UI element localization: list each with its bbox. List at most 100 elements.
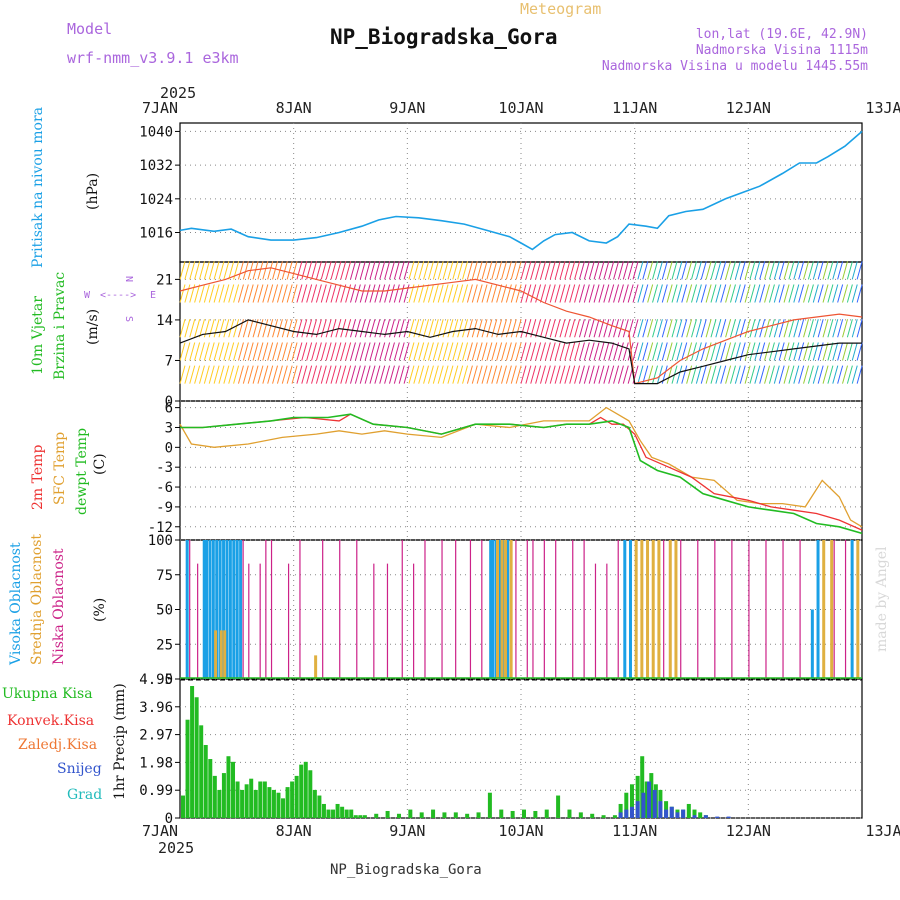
mid-cloud-title: Srednja Oblacnost [29, 534, 45, 665]
wind-barb [423, 261, 430, 280]
precip-bar [308, 770, 313, 818]
precip-bar [290, 781, 295, 818]
wind-barb [793, 284, 800, 303]
y-tick-label: 0 [165, 672, 173, 688]
precip-bar [658, 801, 663, 818]
wind-barb [588, 342, 595, 361]
wind-barb [208, 261, 215, 280]
wind-barb [627, 284, 634, 303]
precip-bar [681, 809, 686, 818]
wind-barb [179, 319, 186, 338]
cloud-bar [651, 540, 655, 679]
wind-barb [496, 284, 503, 303]
wind-barb [856, 342, 863, 361]
wind-barb [788, 284, 795, 303]
precip-bar [221, 773, 226, 818]
wind-barb [695, 319, 702, 338]
wind-barb [710, 261, 717, 280]
wind-title-2: Brzina i Pravac [52, 272, 68, 380]
cloud-bar [223, 630, 227, 679]
wind-barb [764, 365, 771, 384]
wind-barb [281, 319, 288, 338]
wind-barb [306, 284, 313, 303]
wind-barb [554, 365, 561, 384]
wind-barb [574, 342, 581, 361]
wind-barb [203, 261, 210, 280]
legend-grad: Grad [67, 787, 102, 803]
wind-barb [637, 365, 644, 384]
wind-barb [350, 284, 356, 303]
cloud-bar [731, 540, 733, 679]
wind-barb [540, 284, 546, 303]
wind-barb [647, 284, 654, 303]
cloud-bar [506, 540, 510, 679]
wind-barb [803, 284, 810, 303]
wind-barb [213, 284, 220, 303]
wind-barb [423, 284, 430, 303]
wind-barb [242, 365, 249, 384]
wind-barb [656, 365, 663, 384]
wind-barb [447, 365, 454, 384]
wind-barb [510, 319, 517, 338]
wind-barb [442, 284, 449, 303]
wind-barb [613, 319, 620, 338]
wind-barb [418, 284, 425, 303]
wind-barb [817, 319, 824, 338]
wind-barb [311, 261, 318, 280]
wind-barb [715, 319, 722, 338]
wind-barb [184, 261, 191, 280]
precip-bar [715, 816, 720, 818]
wind-barb [311, 284, 318, 303]
wind-barb [700, 261, 707, 280]
wind-barb [803, 342, 810, 361]
wind-barb [233, 261, 240, 280]
wind-barb [413, 319, 420, 338]
wind-barb [705, 261, 712, 280]
wind-barb [340, 365, 347, 384]
wind-barb [676, 365, 683, 384]
precip-bar [556, 795, 561, 818]
wind-barb [452, 342, 459, 361]
wind-barb [325, 342, 332, 361]
wind-barb [700, 319, 707, 338]
wind-barb [471, 261, 478, 280]
wind-barb [242, 319, 249, 338]
wind-barb [496, 261, 503, 280]
wind-barb [783, 284, 790, 303]
wind-barb [647, 365, 654, 384]
wind-barb [462, 319, 469, 338]
wind-barb [262, 319, 269, 338]
wind-barb [559, 319, 566, 338]
wind-barb [379, 284, 386, 303]
wind-barb [608, 342, 615, 361]
wind-barb [281, 342, 288, 361]
wind-barb [364, 319, 371, 338]
precip-bar [240, 789, 245, 818]
x-tick-bottom: 7JAN [142, 822, 178, 840]
cloud-bar [259, 563, 261, 679]
wind-barb [320, 342, 327, 361]
wind-barb [462, 261, 469, 280]
wind-barb [408, 319, 415, 338]
wind-barb [286, 261, 293, 280]
wind-barb [520, 284, 527, 303]
wind-barb [237, 284, 244, 303]
wind-barb [418, 365, 425, 384]
wind-barb [540, 342, 546, 361]
precip-bar [349, 809, 354, 818]
wind-barb [564, 342, 571, 361]
x-tick-top: 9JAN [389, 99, 425, 117]
wind-barb [393, 284, 400, 303]
cloud-bar [225, 540, 229, 679]
wind-barb [525, 319, 532, 338]
wind-barb [242, 261, 249, 280]
wind-barb [369, 284, 376, 303]
wind-barb [354, 284, 361, 303]
cloud-bar [222, 540, 226, 679]
wind-barb [559, 284, 566, 303]
wind-barb [203, 365, 210, 384]
precip-bar [499, 809, 504, 818]
y-tick-label: -9 [156, 500, 173, 516]
wind-barb [471, 365, 478, 384]
wind-barb [710, 319, 717, 338]
